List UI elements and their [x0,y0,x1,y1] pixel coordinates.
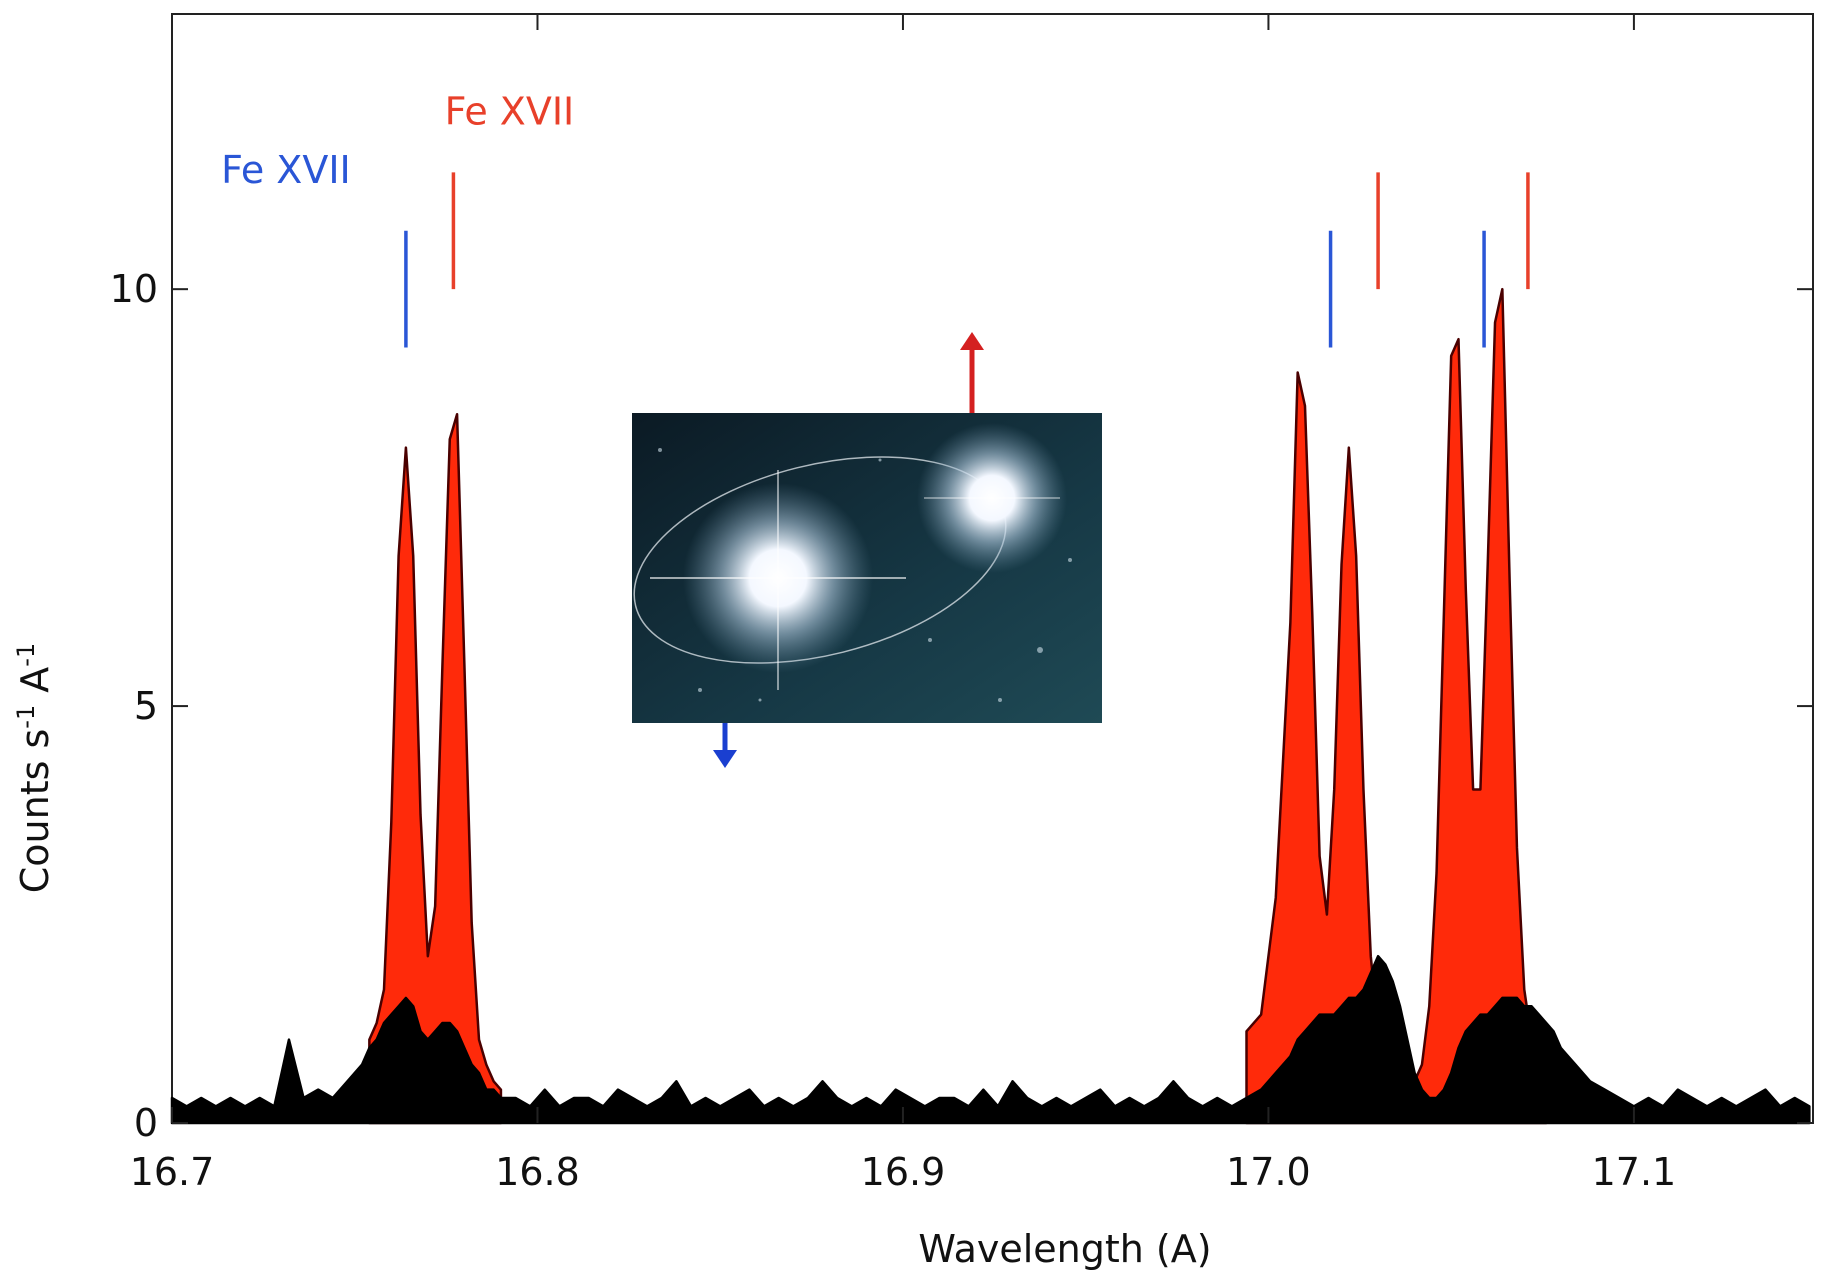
line-label: Fe XVII [221,148,351,192]
x-tick-label: 17.1 [1592,1150,1677,1194]
y-axis-title: Counts s-1 A-1 [12,643,57,893]
y-tick-label: 5 [134,684,158,728]
x-tick-label: 17.0 [1226,1150,1311,1194]
x-tick-label: 16.9 [861,1150,946,1194]
inset-image [632,413,1102,723]
y-axis-title-part: Counts s [13,729,57,894]
y-tick-label: 0 [134,1101,158,1145]
line-label: Fe XVII [445,89,575,133]
orbit-arrows [713,332,984,768]
y-axis-title-superscript: -1 [12,705,40,729]
x-tick-label: 16.8 [495,1150,580,1194]
y-axis-title-superscript: -1 [12,643,40,667]
spectrum-area [170,954,1811,1125]
y-axis-title-part: A [13,667,57,705]
y-tick-label: 10 [110,267,158,311]
x-axis-title: Wavelength (A) [918,1227,1211,1271]
x-tick-label: 16.7 [130,1150,215,1194]
